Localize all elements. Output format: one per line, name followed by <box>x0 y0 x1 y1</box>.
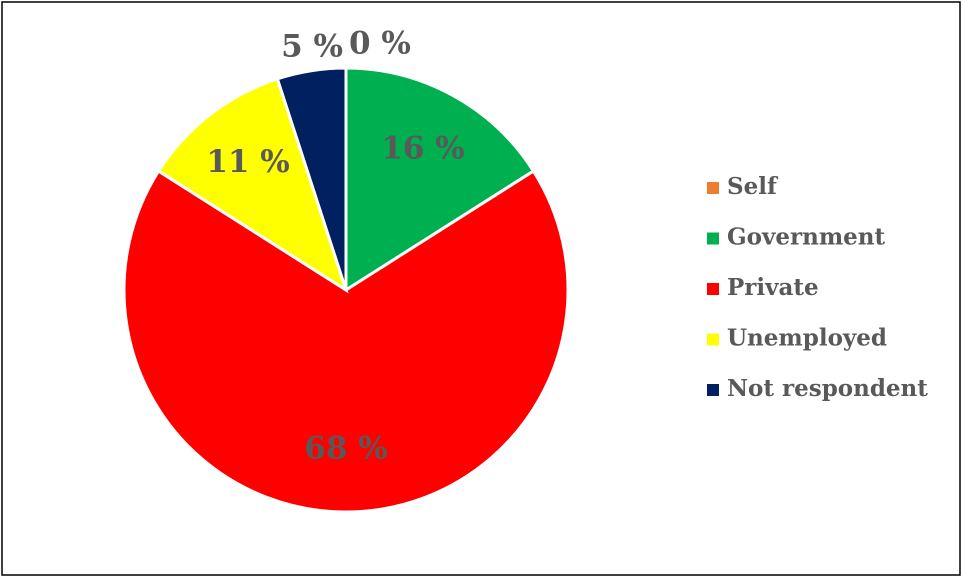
legend-label: Private <box>727 274 819 301</box>
data-label: 11 % <box>206 144 289 180</box>
data-label: 5 % <box>281 29 343 65</box>
pie-slice <box>275 66 348 291</box>
legend-label: Unemployed <box>727 325 887 352</box>
pie-slice <box>344 66 536 293</box>
legend-swatch <box>707 333 719 346</box>
pie-slice <box>122 168 570 514</box>
legend-label: Self <box>727 173 779 200</box>
legend-swatch <box>707 384 719 396</box>
legend-swatch <box>707 182 719 194</box>
pie-slice <box>156 76 349 294</box>
legend-label: Not respondent <box>727 375 928 402</box>
data-label: 16 % <box>381 130 464 166</box>
legend-swatch <box>707 232 719 245</box>
legend-label: Government <box>727 224 886 251</box>
data-label: 0 % <box>349 26 411 62</box>
legend-swatch <box>707 283 719 295</box>
data-label: 68 % <box>304 430 387 466</box>
